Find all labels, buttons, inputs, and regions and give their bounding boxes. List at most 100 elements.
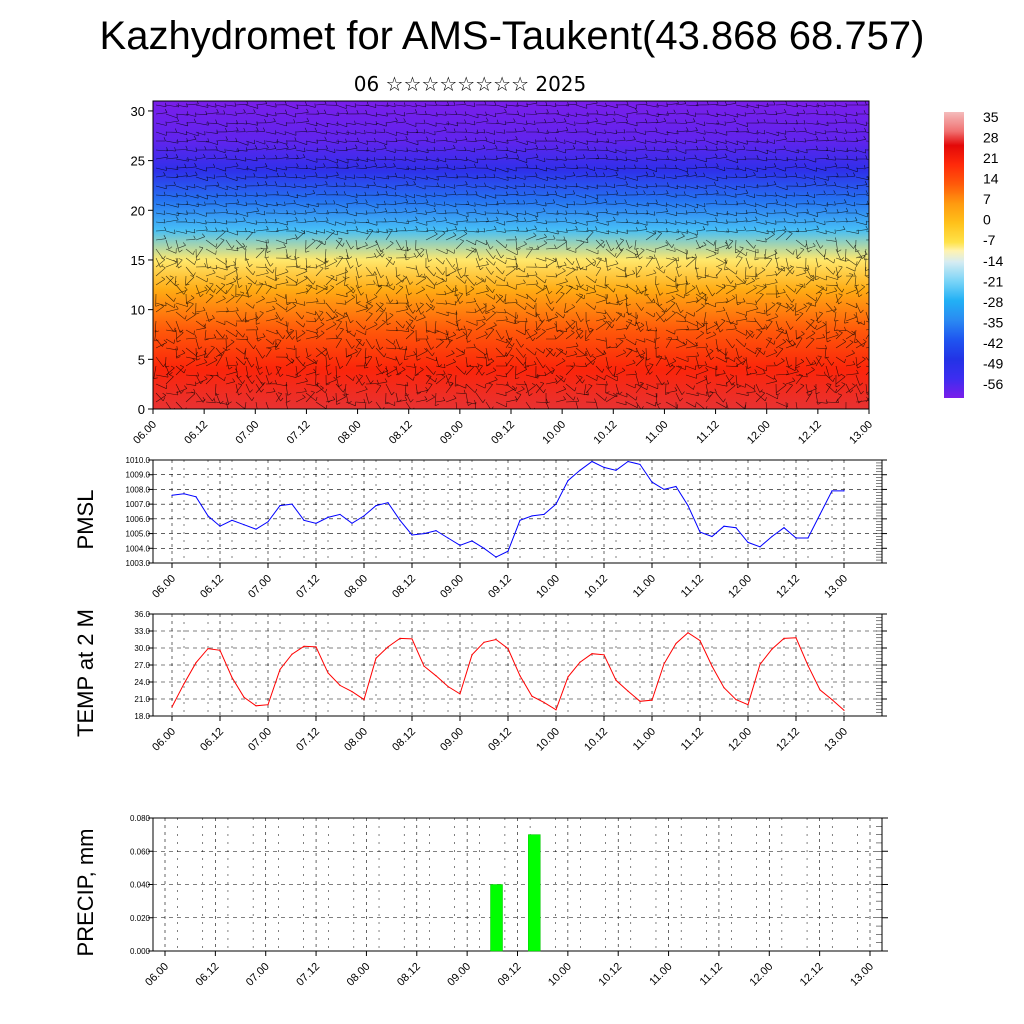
data-point	[195, 496, 197, 498]
data-point	[639, 463, 641, 466]
y-tick-label: 0.080	[130, 814, 151, 823]
x-tick-label: 08.12	[387, 419, 415, 447]
data-point	[699, 640, 701, 642]
data-point	[531, 515, 533, 517]
data-point	[255, 705, 257, 707]
data-point	[807, 664, 809, 667]
x-tick-label: 11.12	[679, 726, 706, 753]
x-tick-label: 06.12	[194, 961, 222, 989]
y-tick-label: 21.0	[134, 695, 150, 704]
x-tick-label: 11.00	[643, 419, 670, 446]
data-point	[183, 683, 185, 685]
data-point	[555, 709, 557, 711]
x-tick-label: 10.12	[596, 961, 624, 989]
precip-bar	[490, 884, 503, 952]
data-point	[699, 531, 701, 533]
x-tick-label: 12.00	[747, 961, 775, 989]
data-point	[579, 661, 581, 663]
colorbar-label: -42	[983, 335, 1003, 351]
data-point	[363, 515, 365, 517]
y-tick-label: 1007.0	[126, 500, 151, 509]
x-tick-label: 08.12	[390, 573, 418, 601]
temperature-panel: 06.00 06.12 07.00 07.12 08.00 08.12 09.00 09.12…	[73, 609, 887, 754]
data-point	[483, 547, 485, 549]
x-tick-label: 10.00	[546, 961, 574, 989]
data-point	[231, 676, 233, 679]
colorbar-label: -56	[983, 376, 1003, 392]
panel-frame	[152, 459, 883, 564]
y-tick-label: 0.040	[130, 881, 151, 890]
y-axis-label: PMSL	[73, 490, 98, 550]
data-point	[843, 490, 845, 492]
data-point	[507, 550, 509, 552]
x-tick-label: 07.00	[246, 726, 274, 754]
data-point	[447, 685, 449, 688]
data-point	[267, 521, 269, 523]
data-point	[375, 505, 377, 507]
data-point	[795, 637, 797, 639]
data-point	[627, 460, 629, 463]
temperature-field	[153, 101, 869, 409]
x-tick-label: 13.00	[822, 573, 850, 601]
data-point	[207, 647, 209, 650]
x-tick-label: 06.00	[131, 419, 159, 447]
data-point	[399, 637, 401, 639]
y-tick-label: 1009.0	[126, 471, 151, 480]
data-point	[315, 522, 317, 524]
x-tick-label: 07.12	[294, 961, 322, 989]
x-tick-label: 12.12	[774, 726, 802, 754]
data-point	[543, 513, 545, 516]
data-point	[183, 493, 185, 495]
data-point	[687, 505, 689, 507]
x-tick-label: 12.12	[798, 961, 826, 989]
data-point	[663, 663, 665, 665]
data-point	[759, 663, 761, 666]
data-point	[435, 530, 437, 532]
x-tick-label: 09.00	[445, 961, 473, 989]
data-point	[207, 515, 209, 517]
y-tick-label: 0.000	[130, 947, 151, 956]
data-point	[303, 645, 305, 647]
data-point	[447, 537, 449, 539]
colorbar-label: -21	[983, 273, 1003, 289]
x-tick-label: 11.12	[698, 961, 725, 988]
data-point	[603, 654, 605, 656]
data-point	[603, 466, 605, 468]
y-tick-label: 30	[131, 104, 145, 119]
x-tick-label: 09.12	[486, 573, 514, 601]
y-tick-label: 1008.0	[126, 485, 151, 494]
data-point	[303, 519, 305, 521]
data-point	[531, 695, 533, 697]
x-tick-label: 06.00	[150, 726, 178, 754]
data-point	[411, 534, 413, 536]
data-point	[675, 485, 677, 488]
precip-bar	[528, 834, 541, 952]
y-tick-label: 0.060	[130, 847, 151, 856]
data-point	[171, 706, 173, 708]
y-tick-label: 15	[131, 253, 145, 268]
y-tick-label: 1005.0	[126, 530, 151, 539]
data-point	[459, 693, 461, 695]
data-point	[219, 525, 221, 527]
data-point	[459, 544, 461, 546]
data-point	[375, 657, 377, 659]
x-tick-label: 09.00	[438, 726, 466, 754]
x-tick-label: 12.00	[726, 573, 754, 601]
colorbar-scale	[944, 112, 964, 398]
x-tick-label: 07.12	[294, 573, 322, 601]
data-point	[711, 535, 713, 538]
x-tick-label: 06.12	[198, 573, 226, 601]
colorbar: 35 28 21 14 7 0 -7 -14 -21 -28 -35 -42 -49 -56	[944, 109, 1003, 398]
colorbar-label: 35	[983, 109, 999, 125]
y-tick-label: 24.0	[134, 678, 150, 687]
y-tick-label: 10	[131, 303, 145, 318]
x-tick-label: 11.00	[631, 726, 658, 753]
x-tick-label: 10.00	[534, 573, 562, 601]
colorbar-label: -28	[983, 294, 1003, 310]
y-tick-label: 5	[138, 352, 145, 367]
data-point	[471, 654, 473, 656]
data-point	[735, 698, 737, 701]
data-point	[843, 709, 845, 711]
data-point	[231, 519, 233, 521]
